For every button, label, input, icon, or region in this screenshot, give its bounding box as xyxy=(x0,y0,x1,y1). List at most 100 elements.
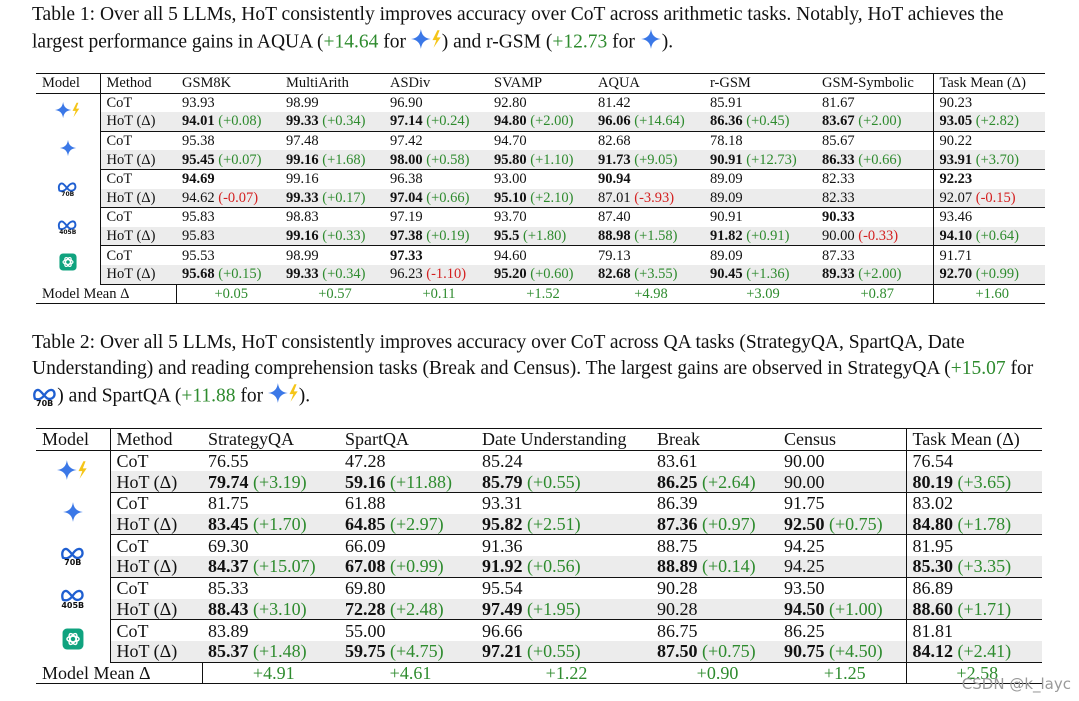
value-cell: 69.80 xyxy=(339,577,476,598)
value-cell: 81.81 xyxy=(905,619,1042,641)
value-cell: 90.75 (+4.50) xyxy=(778,640,906,663)
value-cell: 83.67 (+2.00) xyxy=(816,112,933,132)
value-cell: 85.37 (+1.48) xyxy=(202,640,339,663)
value-cell: 72.28 (+2.48) xyxy=(339,598,476,621)
column-header: AQUA xyxy=(592,73,704,94)
score-value: 91.75 xyxy=(784,493,825,514)
model-mean-value: +2.58 xyxy=(905,662,1042,685)
value-cell: 88.60 (+1.71) xyxy=(905,598,1042,621)
gemini-flash-icon xyxy=(410,28,442,58)
value-cell: 97.04 (+0.66) xyxy=(384,188,488,209)
method-cell: CoT xyxy=(106,247,133,264)
value-cell: 90.22 xyxy=(932,131,1045,151)
hot-row: HoT (Δ) 95.68 (+0.15) 99.33 (+0.34) 96.23 (… xyxy=(36,264,1045,285)
score-value: 97.14 xyxy=(390,113,423,130)
value-cell: 92.80 xyxy=(488,93,592,112)
value-cell: 90.28 xyxy=(651,577,778,598)
model-mean-value: +0.90 xyxy=(651,662,778,685)
delta-value: (+4.75) xyxy=(390,641,444,662)
column-header: Date Understanding xyxy=(476,428,651,451)
score-value: 91.73 xyxy=(598,151,631,168)
value-cell: 87.33 xyxy=(816,246,933,265)
score-value: 76.55 xyxy=(208,451,249,472)
value-cell: 94.25 xyxy=(778,535,906,556)
value-cell: 84.37 (+15.07) xyxy=(202,556,339,578)
value-cell: 94.60 xyxy=(488,246,592,265)
value-cell: 99.16 (+1.68) xyxy=(280,150,384,170)
delta-value: (+1.68) xyxy=(322,151,366,168)
value-cell: 59.16 (+11.88) xyxy=(339,471,476,494)
value-cell: 99.33 (+0.34) xyxy=(280,112,384,132)
model-mean-value: +4.61 xyxy=(339,662,476,685)
header-row: Model Method GSM8K MultiArith ASDiv SVAMP AQUA… xyxy=(36,73,1045,94)
delta-value: (+2.51) xyxy=(527,514,581,535)
value-cell: 94.62 (-0.07) xyxy=(176,188,280,209)
score-value: 99.16 xyxy=(286,171,319,188)
value-cell: 76.54 xyxy=(905,450,1042,472)
watermark: CSDN @k_layc xyxy=(961,675,1071,693)
score-value: 84.80 xyxy=(912,514,954,535)
value-cell: 97.21 (+0.55) xyxy=(476,640,651,663)
score-value: 92.50 xyxy=(784,514,825,535)
delta-value: (+2.00) xyxy=(858,113,902,130)
value-cell: 95.80 (+1.10) xyxy=(488,150,592,170)
score-value: 94.69 xyxy=(182,171,215,188)
score-value: 86.33 xyxy=(822,151,855,168)
value-cell: 95.83 xyxy=(176,208,280,227)
cot-row: CoT 83.89 55.00 96.66 86.75 86.25 81.81 xyxy=(36,619,1042,663)
column-header: Method xyxy=(110,428,202,451)
hot-row: HoT (Δ) 94.62 (-0.07) 99.33 (+0.17) 97.04 (… xyxy=(36,188,1045,209)
score-value: 85.33 xyxy=(208,578,249,599)
score-value: 97.38 xyxy=(390,228,423,245)
model-mean-value: +0.05 xyxy=(176,284,280,305)
score-value: 95.53 xyxy=(182,247,215,264)
value-cell: 89.33 (+2.00) xyxy=(816,264,933,285)
delta-value: (+2.41) xyxy=(957,641,1012,662)
delta-value: (+2.64) xyxy=(702,471,756,492)
table1-caption: Table 1: Over all 5 LLMs, HoT consistent… xyxy=(32,2,1052,58)
score-value: 93.00 xyxy=(494,171,527,188)
value-cell: 96.06 (+14.64) xyxy=(592,112,704,132)
value-cell: 83.89 xyxy=(202,620,339,641)
score-value: 83.67 xyxy=(822,113,855,130)
delta-value: (+0.66) xyxy=(858,151,902,168)
value-cell: 79.13 xyxy=(592,246,704,265)
score-value: 87.33 xyxy=(822,247,855,264)
score-value: 88.75 xyxy=(657,535,698,556)
value-cell: 90.00 xyxy=(778,471,906,494)
value-cell: 89.09 xyxy=(704,169,816,188)
gemini-pro-icon xyxy=(36,131,101,170)
value-cell: 96.23 (-1.10) xyxy=(384,264,488,285)
column-header: Census xyxy=(778,428,906,451)
column-header: StrategyQA xyxy=(202,428,339,451)
gemini-flash-icon xyxy=(36,450,111,493)
column-header: Model xyxy=(36,73,101,94)
value-cell: 92.23 xyxy=(932,169,1045,189)
value-cell: 99.16 (+0.33) xyxy=(280,226,384,247)
column-header: r-GSM xyxy=(704,73,816,94)
value-cell: 86.39 xyxy=(651,493,778,514)
score-value: 94.60 xyxy=(494,247,527,264)
model-mean-value: +4.98 xyxy=(592,284,704,305)
value-cell: 90.45 (+1.36) xyxy=(704,264,816,285)
value-cell: 90.33 xyxy=(816,208,933,227)
cot-row: CoT 81.75 61.88 93.31 86.39 91.75 83.02 xyxy=(36,492,1042,535)
score-value: 96.38 xyxy=(390,171,423,188)
delta-value: (+0.64) xyxy=(975,228,1019,245)
score-value: 83.89 xyxy=(208,620,249,641)
cot-row: CoT 76.55 47.28 85.24 83.61 90.00 76.54 xyxy=(36,450,1042,493)
value-cell: 98.99 xyxy=(280,93,384,112)
score-value: 81.42 xyxy=(598,94,631,111)
gemini-pro-icon xyxy=(640,28,662,58)
value-cell: 66.09 xyxy=(339,535,476,556)
score-value: 90.75 xyxy=(784,641,825,662)
score-value: 98.99 xyxy=(286,94,319,111)
score-value: 81.67 xyxy=(822,94,855,111)
value-cell: 91.36 xyxy=(476,535,651,556)
value-cell: 76.55 xyxy=(202,450,339,471)
method-cell: CoT xyxy=(116,493,149,514)
score-value: 94.50 xyxy=(784,598,825,619)
llama-405b-icon: 405B xyxy=(36,577,111,620)
llama-70b-icon: 70B xyxy=(36,534,111,578)
value-cell: 85.33 xyxy=(202,577,339,598)
